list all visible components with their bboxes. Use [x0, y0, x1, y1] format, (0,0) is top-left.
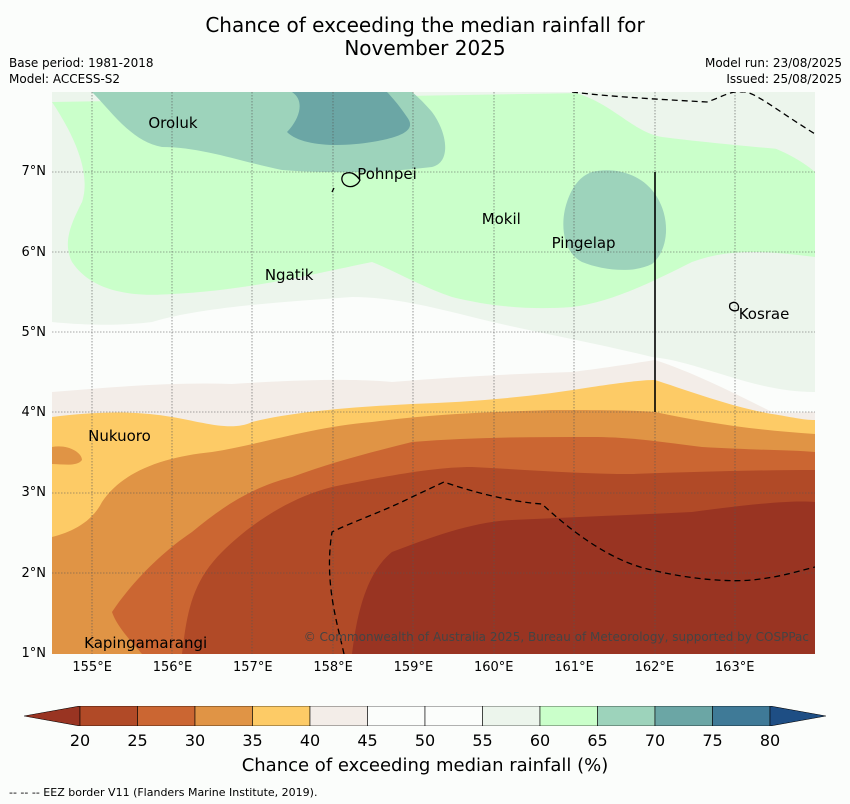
colorbar-segment	[309, 705, 368, 727]
colorbar-tick-label: 30	[184, 731, 206, 750]
place-label-mokil: Mokil	[481, 209, 521, 228]
lon-tick-label: 161°E	[554, 660, 594, 675]
copyright-notice: © Commonwealth of Australia 2025, Bureau…	[303, 630, 809, 644]
colorbar-tick-label: 25	[127, 731, 148, 750]
band-70-75	[287, 92, 411, 145]
model-run: Model run: 23/08/2025	[704, 56, 842, 70]
islands	[331, 172, 740, 312]
kosrae-island-shape	[728, 301, 740, 312]
lon-tick-label: 160°E	[473, 660, 514, 675]
colorbar-segment	[79, 705, 138, 727]
colorbar-segment	[597, 705, 656, 727]
lon-tick-label: 163°E	[714, 660, 755, 675]
place-label-pohnpei: Pohnpei	[357, 164, 417, 183]
place-label-ngatik: Ngatik	[264, 266, 314, 285]
lon-tick-label: 156°E	[152, 660, 193, 675]
title-line-2: November 2025	[344, 36, 506, 60]
colorbar-segment	[252, 705, 311, 727]
colorbar-over-arrow	[769, 705, 827, 727]
colorbar-tick-label: 55	[472, 731, 493, 750]
lon-tick-label: 159°E	[393, 660, 434, 675]
ant-atoll-shape	[331, 187, 335, 193]
colorbar-svg	[23, 705, 827, 727]
colorbar-title: Chance of exceeding median rainfall (%)	[241, 755, 609, 776]
colorbar-tick-label: 75	[702, 731, 723, 750]
lat-tick-label: 7°N	[21, 164, 47, 180]
meta-right: Model run: 23/08/2025 Issued: 25/08/2025	[705, 55, 842, 87]
forecast-map: Oroluk Pohnpei Mokil Pingelap Ngatik Kosrae Nu…	[52, 92, 815, 654]
band-30-35-w	[52, 446, 82, 465]
lon-tick-label: 158°E	[313, 660, 353, 675]
band-55-60-w	[52, 162, 83, 212]
colorbar-tick-label: 40	[299, 731, 321, 750]
place-label-nukuoro: Nukuoro	[88, 426, 151, 445]
colorbar-segment	[194, 705, 253, 727]
place-label-oroluk: Oroluk	[148, 113, 198, 132]
lon-tick-label: 157°E	[233, 660, 273, 675]
place-label-pingelap: Pingelap	[551, 233, 616, 252]
eez-borders	[328, 92, 815, 654]
map-title: Chance of exceeding the median rainfall …	[0, 14, 850, 60]
base-period: Base period: 1981-2018	[9, 56, 154, 70]
lat-tick-label: 4°N	[21, 405, 47, 421]
footnote: -- -- -- EEZ border V11 (Flanders Marine…	[9, 786, 318, 799]
colorbar-segment	[367, 705, 426, 727]
colorbar-tick-label: 50	[414, 731, 436, 750]
colorbar-tick-label: 20	[69, 731, 91, 750]
band-55-60-ne	[572, 92, 815, 152]
colorbar-tick-label: 80	[759, 731, 781, 750]
place-label-kosrae: Kosrae	[738, 304, 790, 323]
lon-tick-label: 155°E	[72, 660, 112, 675]
colorbar-segment	[482, 705, 541, 727]
colorbar-tick-label: 45	[357, 731, 378, 750]
colorbar	[23, 705, 827, 730]
model-name: Model: ACCESS-S2	[9, 72, 121, 86]
lat-tick-label: 6°N	[21, 244, 47, 260]
lat-tick-label: 3°N	[21, 485, 47, 501]
lat-tick-label: 2°N	[21, 565, 47, 581]
map-svg	[52, 92, 815, 654]
colorbar-tick-label: 60	[529, 731, 551, 750]
issued-date: Issued: 25/08/2025	[726, 72, 842, 86]
lat-tick-label: 5°N	[21, 324, 47, 340]
colorbar-under-arrow	[23, 705, 81, 727]
colorbar-tick-label: 70	[644, 731, 666, 750]
title-line-1: Chance of exceeding the median rainfall …	[205, 13, 645, 37]
colorbar-segment	[712, 705, 771, 727]
band-65-70-east	[563, 170, 667, 270]
lat-tick-label: 1°N	[21, 646, 47, 661]
colorbar-tick-label: 35	[242, 731, 263, 750]
colorbar-segment	[424, 705, 483, 727]
graticule	[52, 92, 815, 654]
colorbar-segment	[137, 705, 196, 727]
pohnpei-island-shape	[341, 172, 361, 188]
meta-left: Base period: 1981-2018 Model: ACCESS-S2	[9, 55, 154, 87]
colorbar-tick-label: 65	[587, 731, 608, 750]
colorbar-segment	[654, 705, 713, 727]
colorbar-segment	[539, 705, 598, 727]
place-label-kapingamarangi: Kapingamarangi	[84, 633, 208, 652]
lon-tick-label: 162°E	[634, 660, 675, 675]
band-under-20	[352, 501, 815, 654]
